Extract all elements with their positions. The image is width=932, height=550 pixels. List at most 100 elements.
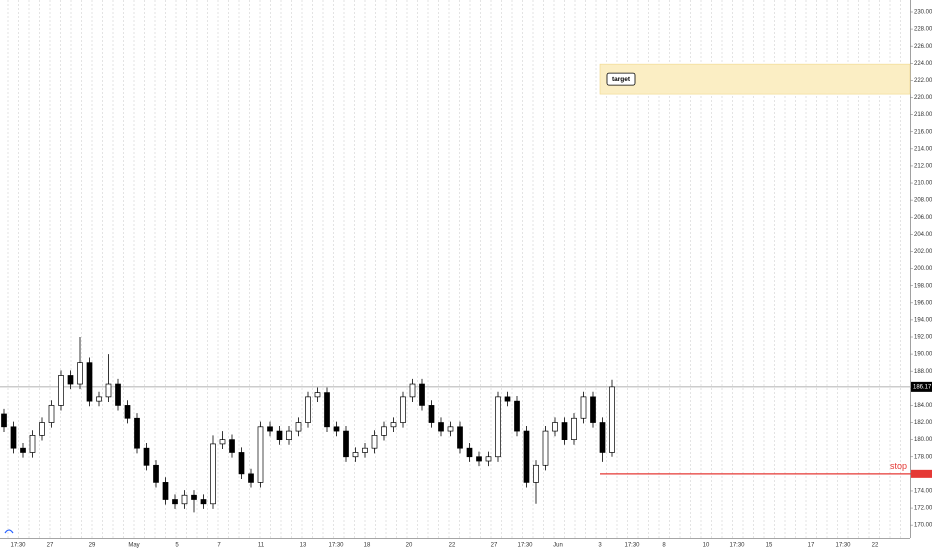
- x-tick-label: 10: [703, 543, 710, 549]
- y-tick-label: 228.00: [914, 27, 932, 33]
- y-tick-label: 206.00: [914, 215, 932, 221]
- candle-body: [571, 417, 577, 440]
- candle-body: [514, 400, 520, 432]
- candle-body: [267, 426, 273, 432]
- x-tick-label: 22: [872, 543, 879, 549]
- candle-body: [172, 499, 178, 505]
- candle: [153, 460, 159, 488]
- candle-body: [552, 422, 558, 432]
- candle: [362, 443, 368, 458]
- candle: [561, 417, 568, 445]
- candle-body: [48, 405, 55, 423]
- x-tick-label: Jun: [553, 543, 563, 549]
- candle: [571, 413, 577, 445]
- target-label-box: [606, 72, 636, 86]
- candle: [590, 391, 596, 428]
- candle: [10, 421, 17, 454]
- candle: [305, 391, 311, 428]
- candle-body: [466, 447, 473, 458]
- candle: [495, 391, 501, 462]
- y-tick-label: 216.00: [914, 129, 932, 135]
- y-tick-label: 222.00: [914, 78, 932, 84]
- candle: [77, 336, 83, 390]
- y-tick-label: 192.00: [914, 335, 932, 341]
- candle-body: [86, 362, 93, 402]
- candle: [248, 468, 254, 488]
- candle-body: [295, 422, 302, 432]
- y-tick-label: 194.00: [914, 317, 932, 323]
- candle-body: [419, 383, 425, 406]
- candle-body: [229, 439, 235, 453]
- y-tick-label: 202.00: [914, 249, 932, 255]
- y-tick-label: 200.00: [914, 266, 932, 272]
- x-tick-label: 17:30: [835, 543, 851, 549]
- candle: [514, 396, 520, 437]
- candle-body: [181, 494, 188, 505]
- candle-body: [238, 452, 245, 475]
- candle-body: [390, 422, 397, 428]
- candle: [29, 430, 36, 458]
- candle: [552, 417, 558, 437]
- candle-body: [191, 494, 197, 500]
- candle-body: [143, 447, 150, 466]
- candle-body: [590, 396, 596, 423]
- candle: [314, 387, 321, 403]
- candle-body: [362, 447, 368, 453]
- candle-body: [457, 426, 463, 449]
- candle: [96, 391, 102, 407]
- candle-body: [1, 413, 7, 428]
- y-tick-label: 188.00: [914, 369, 932, 375]
- candle: [238, 447, 245, 479]
- y-tick-label: 218.00: [914, 112, 932, 118]
- candle-body: [485, 456, 492, 462]
- candle-body: [343, 430, 349, 458]
- candle-body: [20, 447, 26, 453]
- candle: [276, 425, 283, 445]
- candle-body: [438, 422, 444, 432]
- x-tick-label: 15: [766, 543, 773, 549]
- candle-body: [504, 396, 511, 402]
- candle-body: [219, 439, 226, 445]
- x-tick-label: 13: [300, 543, 307, 549]
- candle-body: [105, 383, 112, 398]
- y-tick-label: 174.00: [914, 489, 932, 495]
- candle: [466, 443, 473, 462]
- y-tick-label: 230.00: [914, 10, 932, 16]
- x-tick-label: 17: [808, 543, 815, 549]
- x-tick-label: 17:30: [10, 543, 26, 549]
- candle-body: [371, 435, 378, 449]
- candle: [542, 425, 549, 471]
- y-tick-label: 224.00: [914, 61, 932, 67]
- candle-body: [400, 396, 406, 423]
- target-zone: [599, 63, 911, 95]
- y-tick-label: 180.00: [914, 437, 932, 443]
- candle: [181, 490, 188, 509]
- candle: [457, 421, 463, 454]
- candle: [39, 417, 45, 441]
- candle-body: [286, 430, 292, 440]
- target-label: target: [612, 76, 631, 83]
- x-tick-label: 22: [449, 543, 456, 549]
- candle: [124, 400, 131, 424]
- candle: [580, 391, 587, 424]
- y-tick-label: 172.00: [914, 506, 932, 512]
- stop-axis-box: [911, 469, 932, 478]
- candle: [67, 370, 74, 390]
- x-tick-label: 8: [662, 543, 666, 549]
- candle: [400, 391, 406, 428]
- x-tick-label: 17:30: [517, 543, 533, 549]
- candle-body: [115, 383, 121, 406]
- candle: [286, 425, 292, 445]
- candle-body: [134, 417, 140, 449]
- candle: [324, 387, 330, 432]
- x-tick-label: 7: [217, 543, 221, 549]
- x-tick-label: 5: [175, 543, 179, 549]
- y-tick-label: 204.00: [914, 232, 932, 238]
- y-tick-label: 178.00: [914, 454, 932, 460]
- candle: [371, 430, 378, 454]
- candle-body: [609, 386, 615, 453]
- logo: [4, 529, 14, 534]
- y-tick-label: 226.00: [914, 44, 932, 50]
- candle-body: [124, 405, 131, 419]
